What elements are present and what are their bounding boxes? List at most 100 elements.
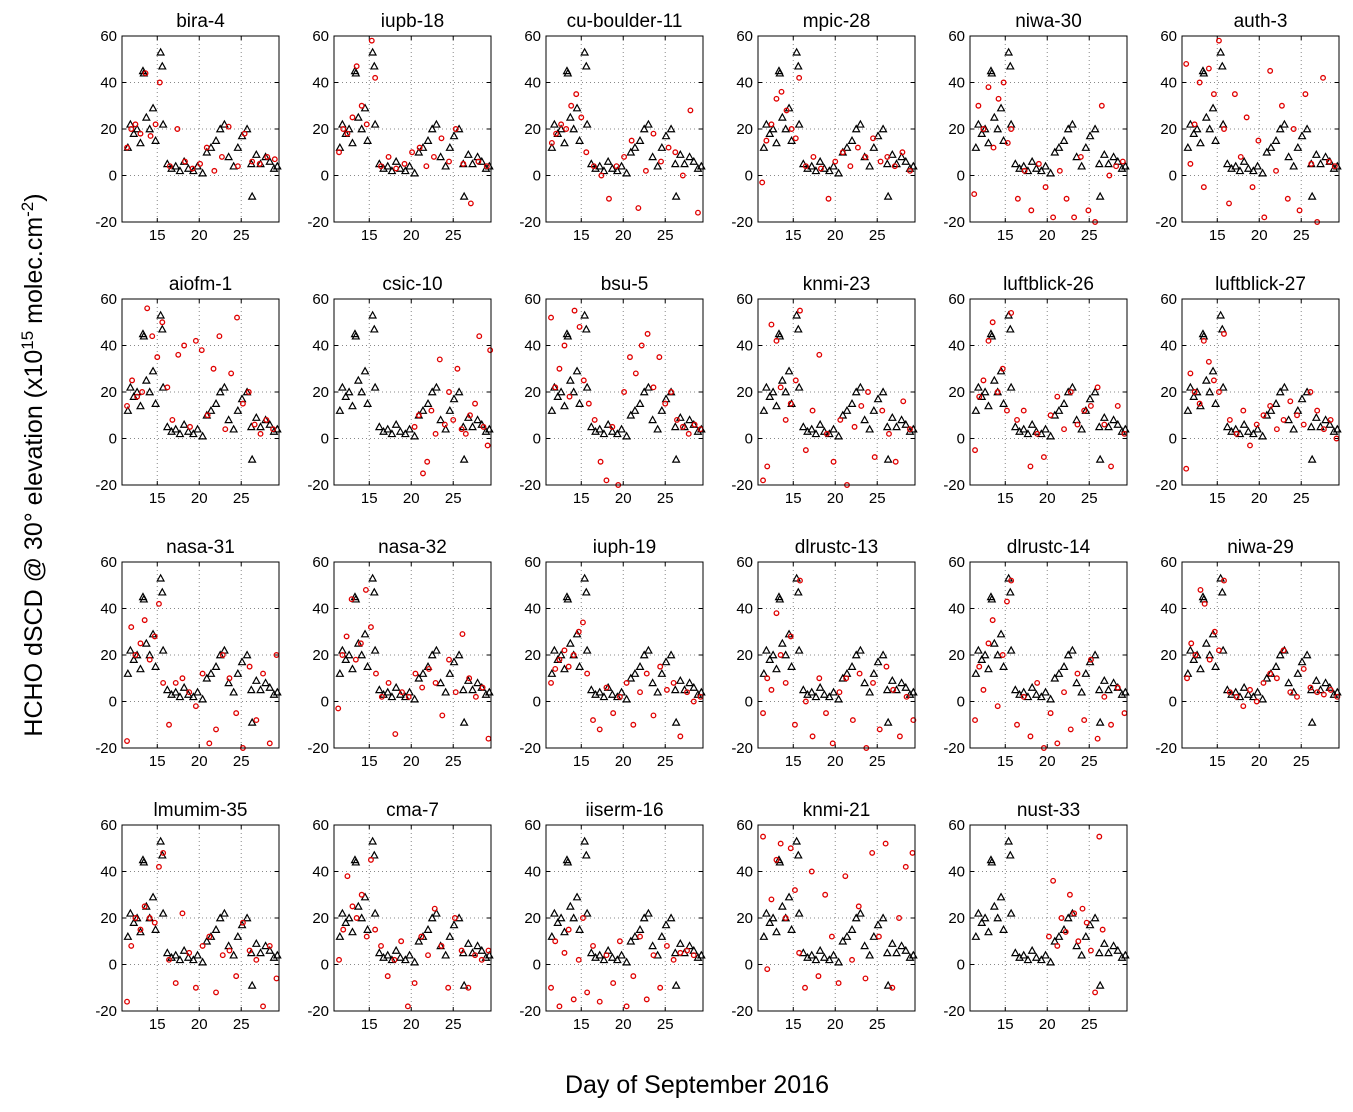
data-point <box>579 915 586 921</box>
data-point <box>344 873 351 880</box>
reference-point <box>834 694 844 703</box>
reference-point <box>781 387 791 396</box>
y-axis-label: HCHO dSCD @ 30° elevation (x1015 molec.c… <box>18 193 48 736</box>
reference-point <box>1109 415 1118 424</box>
x-tick-label: 15 <box>1209 753 1226 770</box>
reference-point <box>351 331 361 340</box>
reference-point <box>851 387 861 396</box>
data-point <box>249 158 256 165</box>
data-point <box>1320 691 1327 698</box>
y-tick-label: 60 <box>312 28 329 45</box>
data-point <box>1020 693 1027 700</box>
reference-point <box>344 387 354 396</box>
data-point <box>1296 207 1303 214</box>
reference-point <box>1284 678 1294 687</box>
reference-point <box>993 124 1003 133</box>
y-tick-label: 20 <box>524 384 541 401</box>
reference-point <box>1185 382 1195 391</box>
reference-point <box>1031 952 1041 961</box>
data-point <box>1045 933 1052 940</box>
reference-point <box>233 668 243 677</box>
data-point <box>621 389 628 395</box>
reference-point <box>670 422 680 431</box>
data-point <box>1092 989 1099 996</box>
reference-point <box>374 948 384 957</box>
reference-point <box>449 131 459 140</box>
y-tick-label: -20 <box>1155 740 1177 757</box>
data-point <box>847 163 854 170</box>
reference-point <box>1023 429 1033 438</box>
data-point <box>466 675 473 682</box>
reference-point <box>1183 142 1193 151</box>
y-tick-label: 20 <box>1160 384 1177 401</box>
reference-point <box>1222 422 1232 431</box>
reference-point <box>1094 422 1104 431</box>
data-point <box>1247 442 1253 449</box>
data-point <box>976 393 983 400</box>
reference-point <box>599 955 609 964</box>
reference-point <box>1321 415 1330 424</box>
x-tick-label: 15 <box>997 227 1014 244</box>
reference-point <box>689 682 699 691</box>
y-tick-label: 40 <box>100 601 117 618</box>
reference-point <box>851 124 861 133</box>
data-point <box>425 666 432 672</box>
reference-point <box>1019 424 1029 433</box>
y-tick-label: -20 <box>307 214 329 231</box>
data-point <box>613 163 620 170</box>
reference-point <box>794 908 804 917</box>
data-point <box>1094 384 1101 391</box>
reference-point <box>798 422 808 431</box>
plot-frame <box>545 35 704 223</box>
data-point <box>828 933 835 940</box>
reference-point <box>980 387 990 396</box>
y-tick-label: 0 <box>957 957 965 974</box>
data-point <box>263 416 270 423</box>
reference-point <box>977 392 987 400</box>
data-point <box>816 675 823 682</box>
reference-point <box>353 375 363 384</box>
reference-point <box>148 892 158 901</box>
reference-point <box>612 429 622 438</box>
data-point <box>783 107 790 114</box>
data-point <box>825 195 832 202</box>
reference-point <box>553 129 563 137</box>
reference-point <box>215 913 225 922</box>
reference-point <box>157 324 167 333</box>
reference-point <box>1196 664 1205 673</box>
reference-point <box>1185 645 1195 654</box>
data-point <box>570 652 577 658</box>
data-point <box>1121 710 1128 717</box>
reference-point <box>1041 161 1050 170</box>
reference-point <box>680 159 689 168</box>
data-point <box>432 679 439 686</box>
data-point <box>1294 412 1300 419</box>
reference-point <box>693 952 703 961</box>
data-point <box>393 165 400 172</box>
reference-point <box>1248 429 1258 438</box>
reference-point <box>1311 675 1321 684</box>
y-tick-label: 0 <box>1169 431 1177 448</box>
reference-point <box>775 331 785 340</box>
reference-point <box>1063 913 1073 922</box>
x-tick-label: 20 <box>1039 490 1056 507</box>
reference-point <box>993 650 1003 659</box>
reference-point <box>761 645 771 654</box>
reference-point <box>477 945 487 954</box>
data-point <box>423 163 430 170</box>
reference-point <box>1253 161 1262 170</box>
reference-point <box>581 850 591 859</box>
reference-point <box>670 948 680 957</box>
x-tick-label: 15 <box>149 753 166 770</box>
y-tick-label: 40 <box>100 75 117 92</box>
data-point <box>372 926 379 933</box>
data-point <box>643 996 650 1003</box>
reference-point <box>689 156 699 165</box>
reference-point <box>141 638 151 647</box>
reference-point <box>1284 152 1294 161</box>
reference-point <box>341 655 351 663</box>
